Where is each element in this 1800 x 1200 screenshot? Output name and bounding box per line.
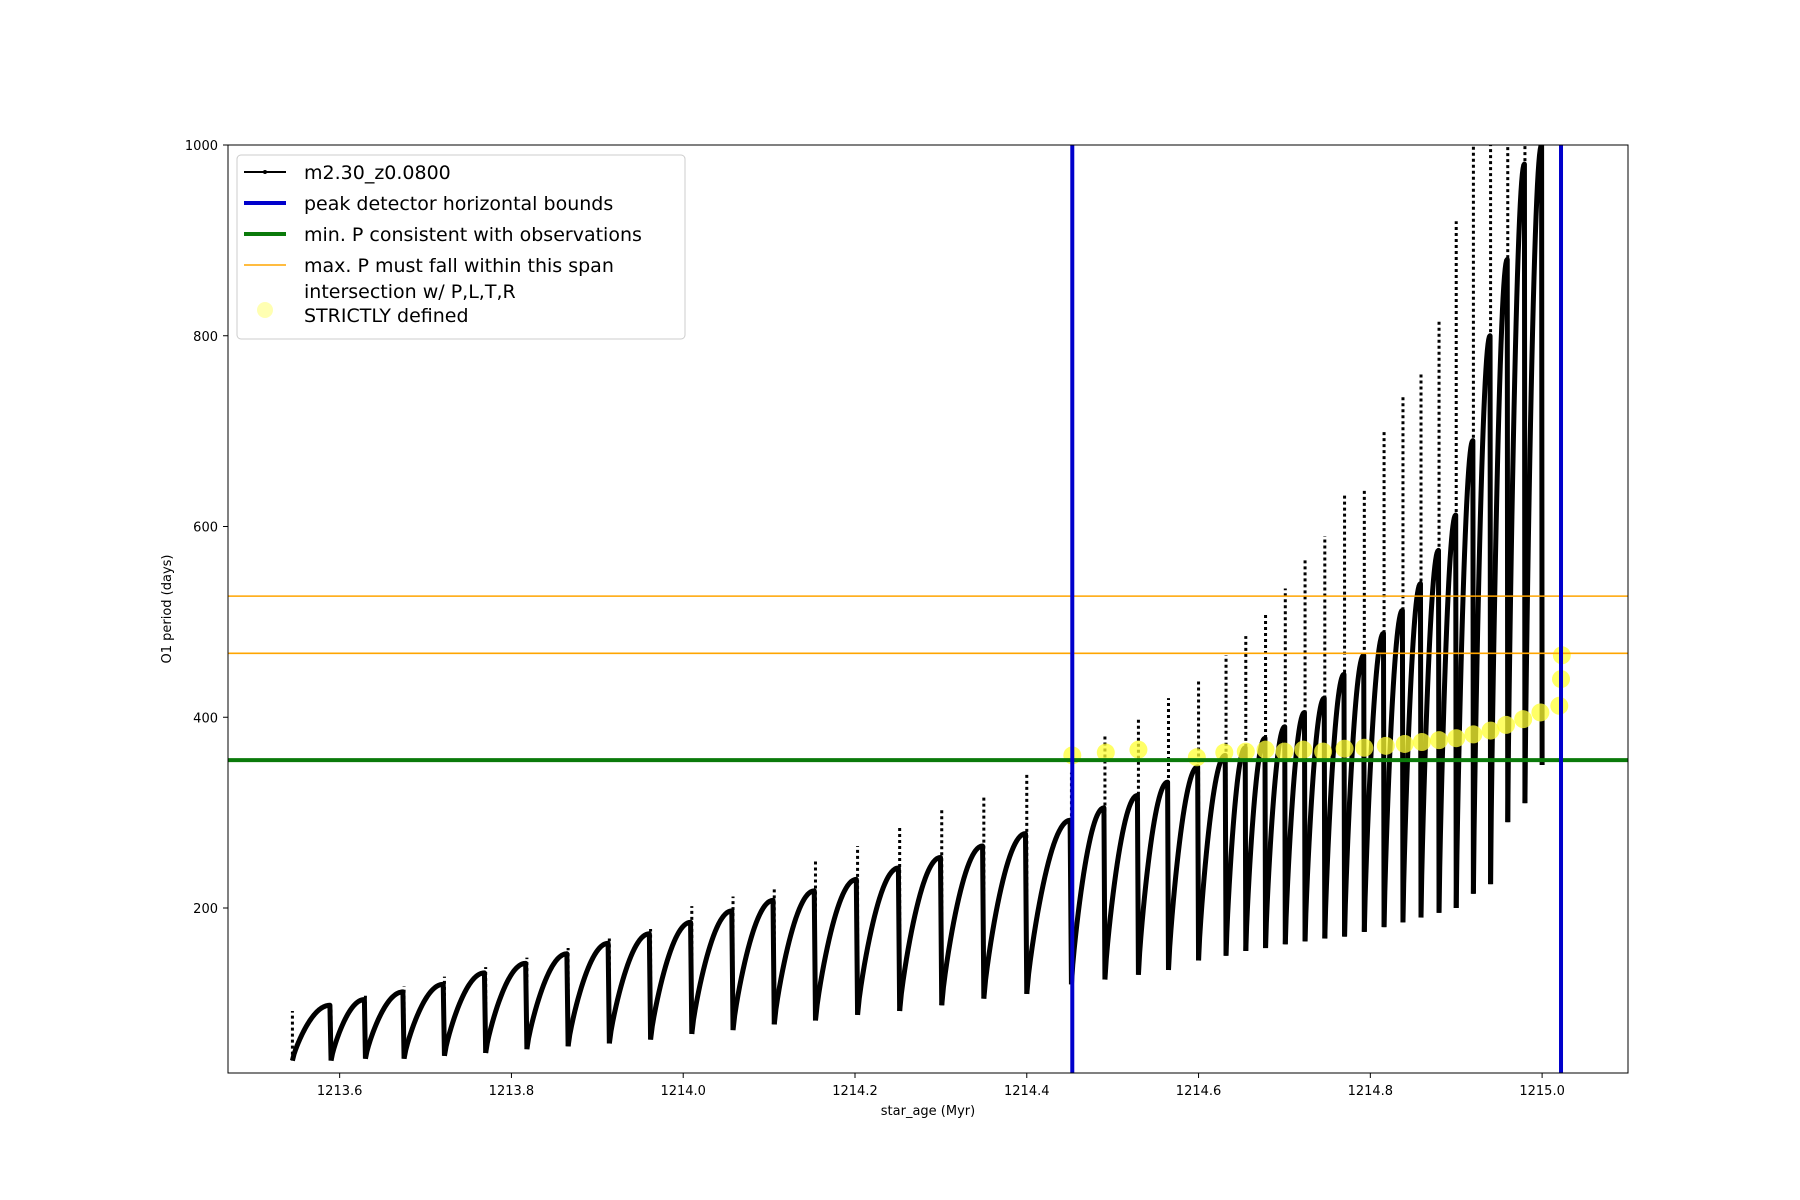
legend-entry-label: peak detector horizontal bounds bbox=[304, 193, 613, 215]
intersection-point bbox=[1376, 736, 1395, 755]
legend-entry-label: min. P consistent with observations bbox=[304, 224, 642, 246]
intersection-point bbox=[1275, 742, 1294, 761]
intersection-point bbox=[1464, 725, 1483, 744]
series-cycle bbox=[1135, 779, 1171, 975]
legend-marker-icon bbox=[257, 302, 273, 318]
y-axis-label: O1 period (days) bbox=[160, 554, 175, 663]
axes: 1213.6 1213.8 1214.0 1214.2 1214.4 1214.6 1214… bbox=[185, 139, 1629, 1099]
intersection-point bbox=[1430, 731, 1449, 750]
legend-marker-icon bbox=[263, 170, 267, 174]
intersection-point bbox=[1447, 729, 1466, 748]
intersection-point bbox=[1481, 721, 1500, 740]
series-cycle bbox=[1436, 512, 1459, 913]
intersection-point bbox=[1355, 738, 1374, 757]
series-cycle bbox=[328, 997, 368, 1062]
series-cycle bbox=[401, 981, 447, 1060]
x-tick-label: 1214.2 bbox=[832, 1084, 878, 1099]
series-cycle bbox=[855, 865, 903, 1016]
intersection-point bbox=[1256, 740, 1275, 759]
legend-box bbox=[236, 154, 686, 340]
series-cycle bbox=[689, 908, 736, 1035]
intersection-point bbox=[1215, 743, 1234, 762]
series-cycle bbox=[812, 876, 861, 1021]
series-cycle bbox=[1024, 817, 1074, 995]
x-tick-label: 1214.8 bbox=[1348, 1084, 1394, 1099]
x-tick-label: 1215.0 bbox=[1519, 1084, 1565, 1099]
x-axis-label: star_age (Myr) bbox=[881, 1104, 975, 1119]
legend-entry-label-line2: STRICTLY defined bbox=[304, 305, 469, 327]
intersection-point bbox=[1531, 703, 1550, 722]
legend-entry-label: m2.30_z0.0800 bbox=[304, 162, 451, 184]
legend-entry-label: intersection w/ P,L,T,R bbox=[304, 281, 516, 303]
y-tick-label: 800 bbox=[193, 330, 218, 345]
series-cycle bbox=[730, 897, 777, 1031]
series-cycle bbox=[606, 931, 654, 1044]
series-cycle bbox=[1505, 161, 1528, 823]
series-cycle bbox=[524, 951, 571, 1050]
intersection-point bbox=[1096, 743, 1115, 762]
intersection-point bbox=[1129, 740, 1148, 759]
intersection-point bbox=[1294, 740, 1313, 759]
intersection-point bbox=[1497, 715, 1516, 734]
series-cycle bbox=[897, 854, 945, 1012]
intersection-point bbox=[1187, 748, 1206, 767]
x-tick-label: 1214.4 bbox=[1004, 1084, 1050, 1099]
series-cycle bbox=[289, 1002, 334, 1062]
series-cycle bbox=[1263, 724, 1288, 949]
intersection-point bbox=[1314, 742, 1333, 761]
series-cycle bbox=[1165, 764, 1202, 971]
plot-area bbox=[228, 145, 1628, 1073]
series-cycle bbox=[981, 831, 1030, 999]
series-cycle bbox=[1381, 607, 1406, 928]
y-tick-label: 400 bbox=[193, 711, 218, 726]
series-cycle bbox=[1102, 792, 1141, 980]
series-cycle bbox=[1342, 652, 1367, 937]
y-tick-label: 600 bbox=[193, 521, 218, 536]
series-cycle bbox=[441, 970, 489, 1057]
series-cycle bbox=[1470, 333, 1494, 894]
intersection-point bbox=[1514, 710, 1533, 729]
intersection-point bbox=[1412, 733, 1431, 752]
series-cycle bbox=[483, 960, 530, 1054]
series-cycle bbox=[1418, 547, 1442, 918]
series-cycle bbox=[1488, 256, 1511, 885]
series-cycle bbox=[565, 940, 612, 1047]
x-tick-label: 1214.0 bbox=[660, 1084, 706, 1099]
series-cycle bbox=[362, 989, 407, 1060]
series-cycle bbox=[1322, 671, 1348, 939]
series-cycle bbox=[1400, 581, 1424, 923]
y-tick-label: 1000 bbox=[185, 139, 218, 154]
series-cycle bbox=[1068, 805, 1108, 985]
axes-frame bbox=[227, 144, 1629, 1074]
x-tick-label: 1213.8 bbox=[489, 1084, 535, 1099]
series-cycle bbox=[1522, 145, 1545, 804]
legend-entry-label: max. P must fall within this span bbox=[304, 255, 614, 277]
x-tick-label: 1213.6 bbox=[317, 1084, 363, 1099]
series-cycle bbox=[648, 919, 695, 1040]
series-cycle bbox=[1361, 630, 1387, 932]
intersection-point bbox=[1395, 734, 1414, 753]
series-cycle bbox=[771, 888, 818, 1025]
intersection-point bbox=[1236, 742, 1255, 761]
series-cycle bbox=[1282, 709, 1308, 945]
intersection-point bbox=[1335, 739, 1354, 758]
y-tick-label: 200 bbox=[193, 902, 218, 917]
series-cycle bbox=[939, 843, 987, 1006]
x-tick-label: 1214.6 bbox=[1176, 1084, 1222, 1099]
